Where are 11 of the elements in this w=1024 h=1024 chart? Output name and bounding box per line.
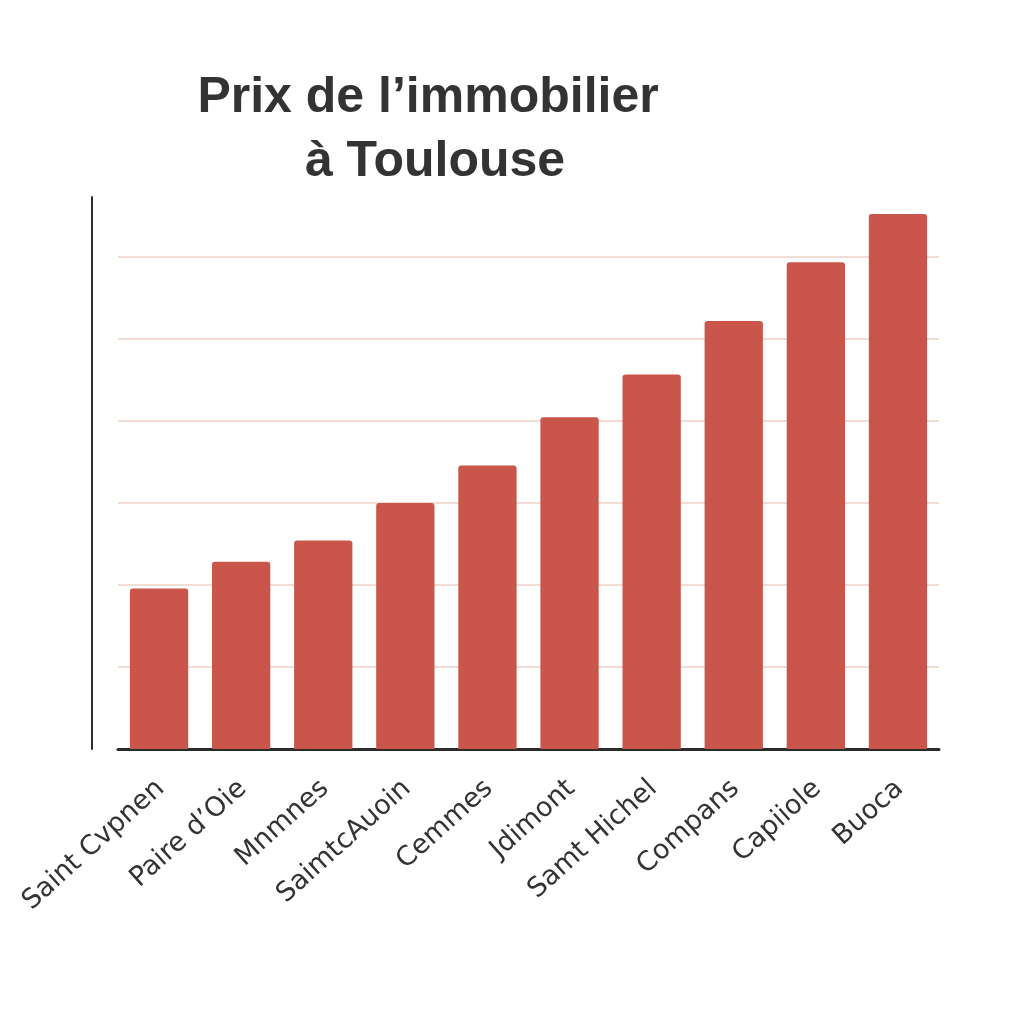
bar bbox=[704, 321, 763, 749]
bar bbox=[129, 588, 189, 749]
bar bbox=[458, 465, 517, 749]
chart-title: Prix de l’immobilier à Toulouse bbox=[197, 67, 673, 187]
bar bbox=[294, 540, 353, 749]
bar bbox=[376, 502, 435, 749]
bar bbox=[540, 417, 599, 749]
bar bbox=[868, 214, 928, 749]
bar bbox=[786, 262, 845, 749]
bar bbox=[622, 374, 681, 749]
bar bbox=[212, 561, 271, 749]
